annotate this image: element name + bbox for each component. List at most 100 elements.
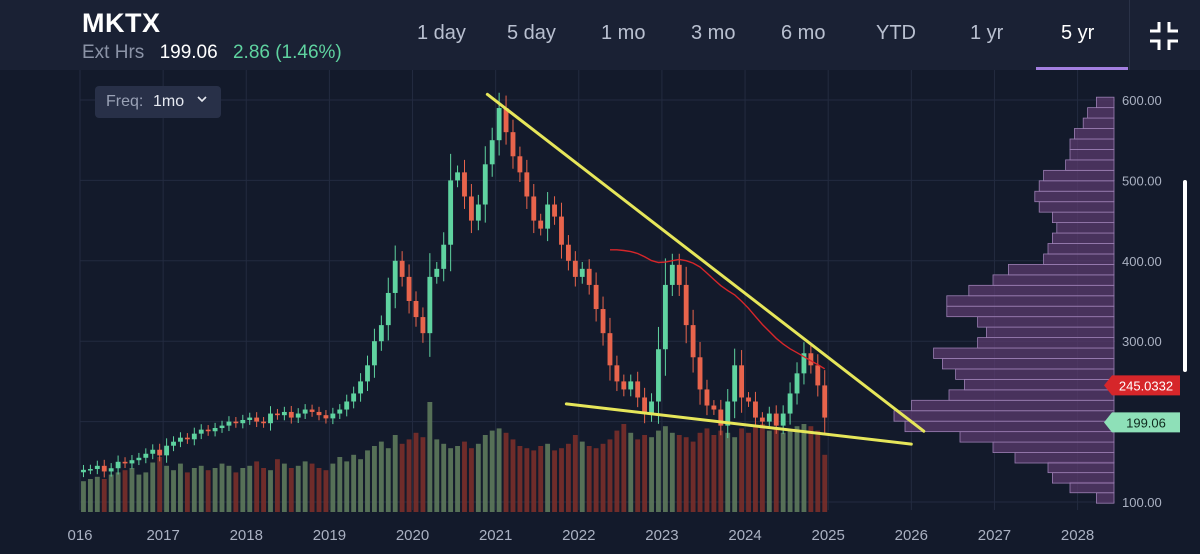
volume-bar: [614, 430, 620, 512]
x-tick-label: 2028: [1061, 527, 1094, 544]
volume-profile-bar: [992, 441, 1115, 453]
volume-bar: [323, 470, 329, 512]
candle-body: [822, 385, 828, 418]
volume-bar: [517, 446, 523, 512]
volume-bar: [157, 457, 163, 512]
volume-bar: [628, 432, 634, 512]
volume-bar: [150, 462, 156, 512]
candle-body: [676, 264, 682, 285]
candle-body: [815, 365, 821, 386]
volume-bar: [649, 437, 654, 512]
volume-bar: [392, 435, 398, 512]
tab-1-mo[interactable]: 1 mo: [601, 22, 646, 44]
volume-bar: [496, 428, 502, 512]
candle-body: [808, 353, 814, 366]
volume-bar: [815, 430, 821, 512]
candle-body: [628, 381, 634, 390]
tab-5-yr[interactable]: 5 yr: [1061, 22, 1095, 44]
volume-bar: [468, 448, 474, 512]
scrollbar[interactable]: [1183, 180, 1187, 372]
volume-bar: [233, 472, 239, 512]
volume-bar: [593, 448, 599, 512]
candle-body: [240, 419, 246, 424]
tab-6-mo[interactable]: 6 mo: [781, 22, 826, 44]
tab-5-day[interactable]: 5 day: [507, 22, 556, 44]
volume-bar: [219, 463, 225, 512]
moving-average: [610, 249, 826, 370]
x-tick-label: 016: [67, 527, 92, 544]
x-tick-label: 2024: [728, 527, 761, 544]
frequency-dropdown[interactable]: Freq: 1mo: [95, 86, 221, 118]
volume-bar: [212, 468, 218, 512]
candle-body: [531, 196, 537, 221]
candle-body: [482, 164, 488, 205]
candle-body: [358, 381, 363, 394]
candle-body: [81, 469, 86, 473]
volume-profile-bar: [1069, 481, 1115, 494]
volume-profile-bar: [1052, 472, 1115, 484]
candle-body: [233, 421, 239, 424]
volume-bar: [295, 465, 301, 512]
candle-body: [510, 132, 516, 157]
candle-body: [635, 381, 641, 398]
candle-body: [704, 389, 710, 406]
candle-body: [108, 468, 114, 472]
tab-1-yr[interactable]: 1 yr: [970, 22, 1004, 44]
volume-bar: [136, 474, 142, 512]
y-tick-label: 300.00: [1122, 334, 1162, 349]
candle-body: [365, 365, 370, 382]
tab-ytd[interactable]: YTD: [876, 22, 916, 44]
candle-body: [87, 469, 93, 471]
volume-bar: [565, 443, 571, 512]
volume-bar: [399, 443, 405, 512]
candle-body: [184, 437, 190, 440]
candle-body: [129, 460, 135, 464]
collapse-icon[interactable]: [1146, 18, 1182, 54]
volume-bar: [330, 463, 336, 512]
volume-profile-bar: [1096, 96, 1115, 109]
candle-body: [392, 260, 398, 293]
ext-hours-price: 199.06: [159, 42, 218, 63]
tab-3-mo[interactable]: 3 mo: [691, 22, 736, 44]
moving-average-tag-bg: [1104, 375, 1180, 396]
volume-bar: [268, 470, 273, 512]
candle-body: [191, 433, 197, 440]
volume-bar: [205, 470, 211, 512]
candle-body: [226, 421, 232, 426]
candle-body: [572, 260, 578, 277]
volume-profile-bar: [942, 358, 1115, 370]
volume-profile-bar: [1082, 117, 1115, 129]
candle-body: [344, 401, 350, 410]
volume-bar: [455, 446, 460, 512]
volume-bar: [780, 432, 786, 512]
candle-body: [171, 441, 176, 446]
volume-bar: [254, 461, 260, 512]
volume-profile-bar: [1074, 128, 1115, 140]
volume-bar: [122, 470, 128, 512]
volume-profile-bar: [1038, 180, 1115, 192]
volume-bar: [669, 432, 675, 512]
volume-profile-bar: [1043, 253, 1115, 265]
candle-body: [427, 276, 433, 334]
volume-bar: [753, 426, 758, 512]
candle-body: [656, 349, 661, 402]
volume-bar: [503, 432, 509, 512]
lower-trendline: [564, 402, 913, 446]
volume-bar: [586, 446, 592, 512]
candle-body: [759, 417, 765, 422]
ext-hours-label: Ext Hrs: [82, 42, 145, 63]
candle-body: [662, 284, 668, 350]
price-chart[interactable]: 100.00200.00300.00400.00500.00600.000162…: [0, 70, 1200, 554]
volume-bar: [434, 439, 440, 512]
volume-bar: [261, 468, 267, 512]
tab-1-day[interactable]: 1 day: [417, 22, 466, 44]
freq-value: 1mo: [153, 93, 185, 110]
candle-body: [441, 244, 447, 269]
candle-body: [593, 284, 599, 310]
volume-bar: [524, 448, 530, 512]
volume-bar: [191, 468, 197, 512]
volume-profile-bar: [946, 295, 1115, 307]
candle-body: [455, 172, 460, 181]
volume-bar: [704, 428, 710, 512]
header-divider: [1129, 0, 1130, 70]
